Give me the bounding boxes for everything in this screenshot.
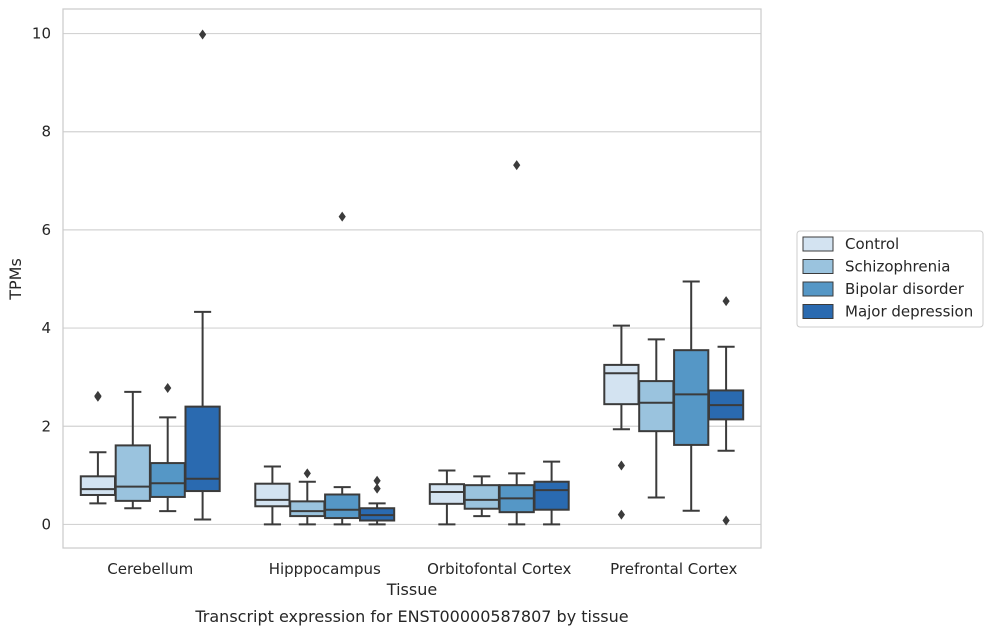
box-plot	[638, 338, 675, 499]
box	[149, 462, 186, 498]
y-axis-label: TPMs	[6, 258, 25, 301]
y-axis-ticks: 0 2 4 6 8 10	[32, 25, 51, 534]
outlier-point	[513, 160, 521, 171]
outlier-point	[164, 382, 172, 393]
box-plot	[184, 29, 221, 521]
y-tick-label: 10	[32, 25, 51, 43]
y-tick-label: 0	[41, 515, 51, 533]
outlier-point	[199, 29, 207, 40]
legend-swatch	[802, 259, 834, 274]
legend: Control Schizophrenia Bipolar disorder Majo…	[796, 230, 984, 328]
y-tick-label: 4	[41, 319, 51, 337]
y-tick-label: 8	[41, 123, 51, 141]
legend-swatch	[802, 281, 834, 297]
box-plot	[707, 296, 745, 526]
box-plots	[79, 29, 745, 526]
box-plot	[498, 160, 535, 526]
outlier-point	[617, 509, 625, 520]
box	[638, 380, 675, 433]
box-plot	[358, 475, 396, 526]
box-plot	[533, 460, 570, 526]
legend-label: Major depression	[845, 303, 973, 321]
legend-label: Schizophrenia	[845, 258, 950, 276]
outlier-point	[373, 483, 381, 494]
outlier-point	[722, 296, 730, 307]
legend-frame	[796, 230, 984, 328]
box	[428, 483, 466, 505]
outlier-point	[94, 390, 102, 401]
chart-title: Transcript expression for ENST0000058780…	[194, 607, 628, 626]
plot-frame	[62, 8, 762, 549]
x-tick-label: Hipppocampus	[269, 560, 381, 578]
box-plot	[79, 390, 117, 505]
box	[324, 493, 361, 520]
legend-swatch	[802, 236, 834, 252]
box	[289, 500, 326, 518]
box-plot	[324, 211, 361, 526]
outlier-point	[338, 211, 346, 222]
box-plot	[149, 382, 186, 513]
legend-label: Bipolar disorder	[845, 280, 965, 298]
x-axis-label: Tissue	[386, 580, 437, 599]
box	[463, 484, 500, 510]
box	[673, 349, 710, 446]
box	[533, 480, 570, 511]
box	[603, 363, 640, 406]
outlier-point	[722, 515, 730, 526]
box-plot	[114, 390, 151, 510]
box	[79, 475, 117, 496]
outlier-point	[303, 468, 311, 479]
box	[114, 444, 151, 502]
x-tick-label: Cerebellum	[107, 560, 193, 578]
grid-lines	[63, 32, 761, 526]
box-plot	[254, 465, 291, 526]
y-tick-label: 6	[41, 221, 51, 239]
box-plot	[603, 324, 640, 520]
legend-swatch	[802, 304, 834, 319]
box	[254, 482, 291, 508]
x-axis-ticks: Cerebellum Hipppocampus Orbitofontal Corte…	[107, 560, 737, 578]
x-tick-label: Prefrontal Cortex	[610, 560, 737, 578]
y-tick-label: 2	[41, 417, 51, 435]
x-tick-label: Orbitofontal Cortex	[427, 560, 571, 578]
box	[184, 405, 221, 493]
outlier-point	[373, 475, 381, 486]
legend-label: Control	[845, 235, 899, 253]
outlier-point	[617, 460, 625, 471]
